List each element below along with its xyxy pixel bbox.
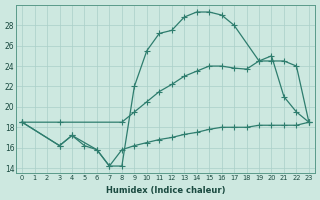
X-axis label: Humidex (Indice chaleur): Humidex (Indice chaleur)	[106, 186, 225, 195]
